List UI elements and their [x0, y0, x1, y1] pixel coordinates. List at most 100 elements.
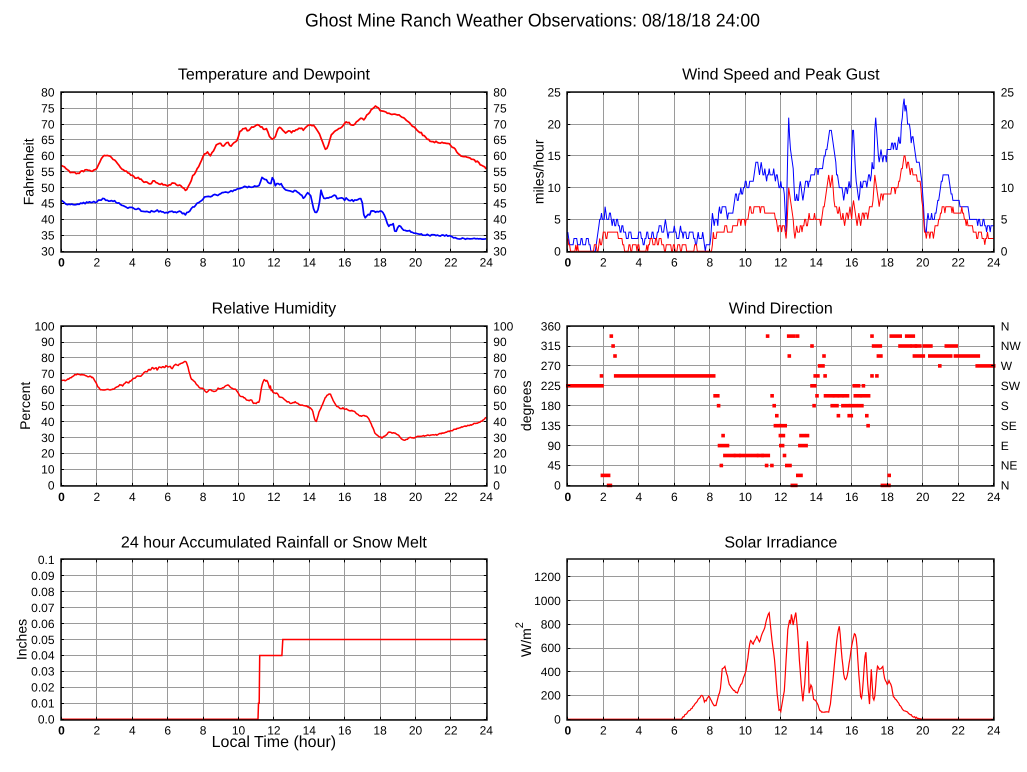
svg-text:0: 0: [58, 256, 65, 270]
svg-text:45: 45: [547, 459, 561, 473]
svg-text:15: 15: [547, 149, 561, 163]
svg-text:18: 18: [881, 256, 895, 270]
svg-text:2: 2: [94, 256, 101, 270]
svg-text:1000: 1000: [534, 594, 561, 608]
svg-text:22: 22: [444, 724, 458, 738]
svg-text:180: 180: [541, 399, 561, 413]
svg-text:14: 14: [303, 256, 317, 270]
svg-text:0.1: 0.1: [38, 553, 55, 567]
svg-text:0.0: 0.0: [38, 712, 55, 726]
svg-text:100: 100: [493, 319, 513, 333]
svg-text:360: 360: [541, 319, 561, 333]
svg-text:24: 24: [480, 490, 494, 504]
svg-text:16: 16: [845, 256, 859, 270]
svg-text:12: 12: [774, 490, 788, 504]
svg-text:90: 90: [493, 335, 507, 349]
svg-text:W/m2: W/m2: [514, 622, 534, 657]
svg-text:24: 24: [987, 724, 1001, 738]
svg-text:60: 60: [41, 149, 55, 163]
svg-text:5: 5: [1001, 213, 1008, 227]
svg-text:20: 20: [916, 256, 930, 270]
svg-text:18: 18: [881, 490, 895, 504]
svg-text:NW: NW: [1001, 339, 1022, 353]
svg-text:0: 0: [48, 479, 55, 493]
svg-text:55: 55: [493, 165, 507, 179]
svg-text:90: 90: [547, 439, 561, 453]
svg-text:4: 4: [129, 490, 136, 504]
svg-text:800: 800: [541, 618, 561, 632]
svg-text:Ghost Mine Ranch Weather Obser: Ghost Mine Ranch Weather Observations: 0…: [305, 10, 760, 31]
svg-text:14: 14: [303, 724, 317, 738]
svg-text:NE: NE: [1001, 459, 1018, 473]
svg-text:135: 135: [541, 419, 561, 433]
svg-text:60: 60: [493, 383, 507, 397]
svg-text:315: 315: [541, 339, 561, 353]
svg-text:0: 0: [564, 724, 571, 738]
svg-text:0: 0: [554, 479, 561, 493]
svg-text:35: 35: [41, 229, 55, 243]
svg-text:45: 45: [41, 197, 55, 211]
svg-text:10: 10: [739, 724, 753, 738]
svg-text:Inches: Inches: [14, 619, 30, 660]
svg-text:0.01: 0.01: [31, 697, 55, 711]
svg-text:40: 40: [41, 415, 55, 429]
svg-text:80: 80: [493, 86, 507, 100]
svg-text:20: 20: [409, 490, 423, 504]
svg-text:Percent: Percent: [17, 382, 33, 430]
svg-text:0.04: 0.04: [31, 649, 55, 663]
svg-text:0.07: 0.07: [31, 601, 55, 615]
svg-text:70: 70: [493, 367, 507, 381]
svg-text:70: 70: [41, 367, 55, 381]
svg-text:miles/hour: miles/hour: [531, 139, 547, 204]
svg-text:10: 10: [1001, 181, 1015, 195]
svg-text:18: 18: [373, 490, 387, 504]
svg-text:24: 24: [480, 256, 494, 270]
svg-text:Relative Humidity: Relative Humidity: [212, 301, 336, 318]
svg-text:Temperature and Dewpoint: Temperature and Dewpoint: [178, 67, 371, 84]
svg-text:8: 8: [706, 490, 713, 504]
svg-text:12: 12: [267, 490, 281, 504]
svg-text:225: 225: [541, 379, 561, 393]
svg-text:20: 20: [493, 447, 507, 461]
svg-text:75: 75: [41, 101, 55, 115]
svg-text:60: 60: [493, 149, 507, 163]
svg-text:0: 0: [1001, 244, 1008, 258]
svg-text:40: 40: [493, 415, 507, 429]
svg-text:20: 20: [547, 117, 561, 131]
svg-text:20: 20: [1001, 117, 1015, 131]
svg-text:50: 50: [493, 181, 507, 195]
svg-text:30: 30: [41, 431, 55, 445]
svg-text:0.09: 0.09: [31, 569, 55, 583]
svg-text:18: 18: [373, 724, 387, 738]
svg-text:80: 80: [41, 86, 55, 100]
svg-text:Wind Speed and Peak Gust: Wind Speed and Peak Gust: [682, 67, 880, 84]
svg-text:22: 22: [444, 256, 458, 270]
svg-text:12: 12: [267, 256, 281, 270]
svg-text:80: 80: [493, 351, 507, 365]
svg-text:5: 5: [554, 213, 561, 227]
svg-text:2: 2: [600, 490, 607, 504]
svg-text:55: 55: [41, 165, 55, 179]
svg-text:0.06: 0.06: [31, 617, 55, 631]
svg-text:10: 10: [232, 724, 246, 738]
svg-text:6: 6: [164, 724, 171, 738]
svg-text:6: 6: [671, 724, 678, 738]
svg-text:40: 40: [41, 213, 55, 227]
svg-text:80: 80: [41, 351, 55, 365]
svg-text:SE: SE: [1001, 419, 1017, 433]
svg-text:10: 10: [493, 463, 507, 477]
svg-text:8: 8: [200, 724, 207, 738]
svg-text:10: 10: [547, 181, 561, 195]
svg-text:Fahrenheit: Fahrenheit: [21, 138, 37, 205]
svg-text:40: 40: [493, 213, 507, 227]
svg-text:14: 14: [810, 256, 824, 270]
svg-text:24 hour Accumulated Rainfall o: 24 hour Accumulated Rainfall or Snow Mel…: [121, 534, 427, 551]
svg-text:30: 30: [493, 244, 507, 258]
svg-text:6: 6: [671, 490, 678, 504]
svg-text:0: 0: [58, 490, 65, 504]
svg-text:8: 8: [706, 724, 713, 738]
svg-text:Solar Irradiance: Solar Irradiance: [724, 534, 837, 551]
svg-text:16: 16: [338, 256, 352, 270]
svg-text:SW: SW: [1001, 379, 1021, 393]
svg-text:18: 18: [373, 256, 387, 270]
